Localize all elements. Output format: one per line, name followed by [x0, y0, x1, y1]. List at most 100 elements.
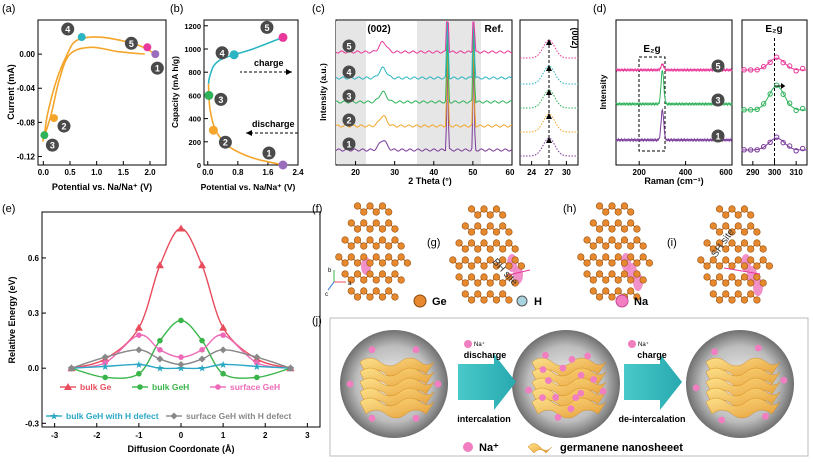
b-xtick-label: 0.0	[202, 168, 214, 177]
ge-atom	[608, 293, 616, 301]
e-legend-marker	[64, 383, 72, 390]
ge-atom	[583, 270, 591, 278]
ge-atom	[753, 239, 761, 247]
c-inset-xtick-label: 30	[562, 168, 571, 177]
d-inset-point	[767, 59, 773, 65]
c-xtick-label: 20	[351, 168, 360, 177]
ge-atom	[511, 279, 519, 287]
a-point-badge	[57, 119, 71, 133]
ge-atom	[608, 225, 616, 233]
e-marker	[219, 346, 227, 354]
ge-atom	[595, 225, 604, 233]
e-marker: ★	[252, 362, 261, 373]
e-marker	[199, 337, 205, 344]
a-ytick-label: -0.12	[17, 152, 36, 161]
panel-j-schematic: Na⁺ discharge intercalation Na⁺ charge d…	[329, 317, 809, 457]
ge-atom	[486, 245, 494, 253]
a-point-badge	[61, 22, 75, 36]
e-marker	[156, 355, 164, 363]
panel-a-xlabel: Potential vs. Na/Na⁺ (V)	[52, 182, 152, 192]
panel-b-gcd: 0.0 0.8 1.6 2.4 0 200 400 600 800 1000 1200 1 2 3 4 5 P…	[170, 19, 304, 192]
germanene-sheet	[359, 397, 435, 419]
ge-structures: b c a BH site SH site Ge H Na	[325, 202, 774, 308]
ge-atom	[608, 259, 616, 267]
ge-atom	[467, 273, 476, 281]
axis-c-line	[327, 281, 335, 291]
ge-atom	[608, 236, 616, 244]
ge-atom	[347, 276, 355, 284]
ge-atom	[353, 293, 362, 301]
d-inset-point	[786, 63, 793, 69]
b-xtick-label: 0.8	[232, 168, 244, 177]
b-point-badge	[262, 146, 276, 160]
ge-atom	[602, 287, 610, 295]
c-inset-fit-5	[520, 39, 578, 59]
c-pattern-4	[335, 21, 513, 80]
a-point-badge	[124, 36, 138, 50]
b-ytick-label: 0	[197, 161, 201, 170]
na-ion	[780, 376, 788, 384]
ge-atom	[595, 236, 604, 244]
panel-d-main-label: E₂g	[643, 44, 660, 55]
na-ion	[368, 414, 376, 422]
ge-atom	[378, 202, 387, 210]
b-point-label: 4	[220, 48, 225, 58]
panel-label-i: (i)	[667, 237, 677, 249]
panel-a-ylabel: Current (mA)	[6, 64, 16, 120]
arrow1-na-label: Na⁺	[474, 341, 485, 348]
ge-atom	[614, 253, 622, 261]
ge-atom	[608, 202, 616, 210]
ge-atom	[341, 236, 349, 244]
e-legend-marker	[215, 384, 221, 390]
ge-atom	[391, 225, 399, 233]
legend-ge-label: Ge	[432, 296, 447, 308]
d-inset-point	[747, 67, 754, 73]
c-series-badge	[342, 89, 356, 103]
na-ion	[577, 389, 585, 397]
ge-atom	[378, 236, 387, 244]
c-pattern-3	[335, 21, 513, 104]
d-inset-point	[799, 145, 806, 152]
ge-atom	[620, 259, 629, 267]
germanene-sheet	[705, 357, 781, 379]
d-inset-point	[786, 143, 793, 149]
ge-atom	[455, 273, 463, 281]
d-inset-point	[767, 91, 773, 97]
ge-atom	[633, 270, 641, 278]
na-site	[633, 273, 643, 291]
c-series-label: 2	[346, 116, 351, 126]
ge-atom	[372, 253, 380, 261]
ge-atom	[474, 290, 482, 298]
ge-atom	[378, 293, 387, 301]
ge-atom	[480, 296, 488, 304]
panel-c-xlabel: 2 Theta (°)	[408, 176, 452, 186]
c-series-badge	[342, 113, 356, 127]
ge-atom	[728, 296, 736, 304]
c-inset-arrow	[546, 137, 552, 143]
d-inset-point	[767, 139, 773, 145]
ge-atom	[347, 253, 355, 261]
d-inset-point	[741, 67, 747, 73]
ge-atom	[747, 245, 755, 253]
ge-atom	[492, 296, 501, 304]
bh-site-pointer	[507, 269, 531, 276]
ge-atom	[391, 293, 399, 301]
e-xtick-label: 3	[305, 431, 310, 440]
ge-atom	[492, 205, 501, 213]
a-point-marker	[143, 43, 152, 52]
ge-atom	[353, 202, 362, 210]
e-marker	[134, 323, 143, 331]
a-xtick-label: 0.5	[64, 168, 76, 177]
ge-atom	[620, 202, 629, 210]
d-inset-point	[741, 107, 747, 113]
legend-na-plus-label: Na⁺	[479, 442, 499, 454]
ge-atom	[360, 287, 368, 295]
d-inset-point	[773, 134, 780, 140]
a-point-label: 1	[155, 64, 160, 74]
panel-d-ylabel: Intensity	[598, 74, 608, 109]
ge-atom	[608, 270, 616, 278]
ge-atom	[734, 290, 742, 298]
ge-atom	[467, 205, 476, 213]
ge-atom	[589, 219, 597, 227]
ge-atom	[722, 222, 730, 230]
